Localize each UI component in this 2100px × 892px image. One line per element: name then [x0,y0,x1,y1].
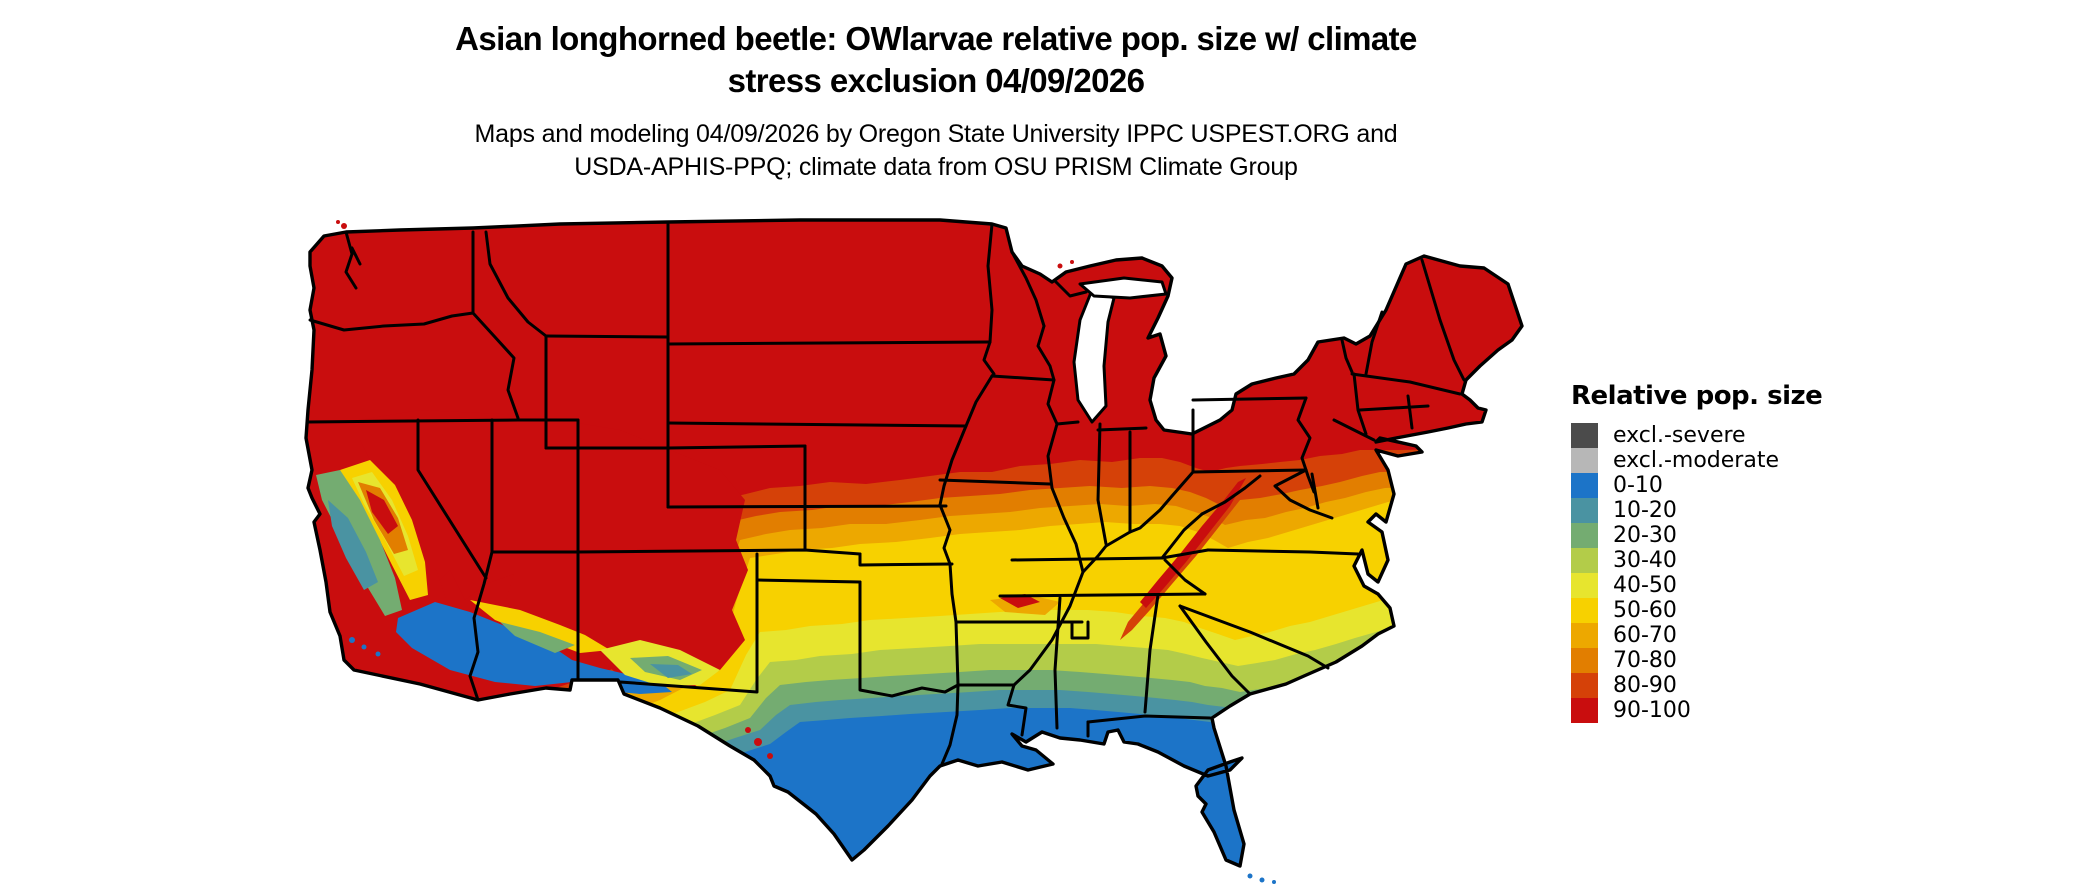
map-subtitle: Maps and modeling 04/09/2026 by Oregon S… [0,118,1872,184]
legend-row: 60-70 [1571,623,1822,648]
california-coast-teal [328,500,378,590]
california-valley-red [366,490,398,534]
legend-swatch-70-80 [1571,648,1598,673]
appalachia-red-tongue [1140,478,1246,608]
map-subtitle-line2: USDA-APHIS-PPQ; climate data from OSU PR… [574,152,1298,181]
legend-swatch-60-70 [1571,623,1598,648]
legend-row: excl.-severe [1571,423,1822,448]
us-map [300,170,1530,892]
legend-swatch-30-40 [1571,548,1598,573]
legend-row: 40-50 [1571,573,1822,598]
legend-title: Relative pop. size [1571,381,1823,411]
legend-row: 20-30 [1571,523,1822,548]
legend-row: 30-40 [1571,548,1822,573]
legend-swatch-10-20 [1571,498,1598,523]
legend-row: 10-20 [1571,498,1822,523]
legend-row: 70-80 [1571,648,1822,673]
header: Asian longhorned beetle: OWlarvae relati… [0,18,1872,184]
map-islands [336,220,1276,884]
raster-layers [306,220,1522,866]
legend-swatch-excl-severe [1571,423,1598,448]
socal-desert-blue [396,602,572,686]
legend-swatch-0-10 [1571,473,1598,498]
legend-label: 10-20 [1613,498,1677,523]
legend-label: 0-10 [1613,473,1663,498]
map-title-line1: Asian longhorned beetle: OWlarvae relati… [455,20,1417,57]
map-title-line2: stress exclusion 04/09/2026 [727,61,1145,99]
state-borders [306,220,1466,766]
map-title: Asian longhorned beetle: OWlarvae relati… [0,18,1872,102]
legend-label: excl.-moderate [1613,448,1779,473]
west-texas-red-specks [745,727,773,759]
newmexico-teal [650,664,692,678]
legend-row: 50-60 [1571,598,1822,623]
legend-row: 0-10 [1571,473,1822,498]
legend-row: 80-90 [1571,673,1822,698]
legend-row: 90-100 [1571,698,1822,723]
arizona-yellow-strip [470,600,610,653]
legend-label: 30-40 [1613,548,1677,573]
legend-swatch-90-100 [1571,698,1598,723]
us-map-svg [304,218,1524,884]
legend-swatch-40-50 [1571,573,1598,598]
map-subtitle-line1: Maps and modeling 04/09/2026 by Oregon S… [474,119,1398,148]
ozark-red [1000,594,1040,608]
legend-label: 20-30 [1613,523,1677,548]
legend-swatch-20-30 [1571,523,1598,548]
lake-michigan [1072,276,1168,424]
legend-label: 90-100 [1613,698,1691,723]
national-border [304,218,1524,868]
lake-huron-strait [1078,276,1168,300]
legend-label: 80-90 [1613,673,1677,698]
legend-label: excl.-severe [1613,423,1746,448]
legend-label: 70-80 [1613,648,1677,673]
legend-label: 60-70 [1613,623,1677,648]
legend-label: 40-50 [1613,573,1677,598]
legend-swatch-excl-moderate [1571,448,1598,473]
legend-label: 50-60 [1613,598,1677,623]
rockies-red-overlay [360,410,748,688]
legend-swatch-80-90 [1571,673,1598,698]
legend-row: excl.-moderate [1571,448,1822,473]
legend-swatch-50-60 [1571,598,1598,623]
legend: Relative pop. size excl.-severe excl.-mo… [1571,381,1823,723]
arizona-green-dabs [500,622,575,653]
